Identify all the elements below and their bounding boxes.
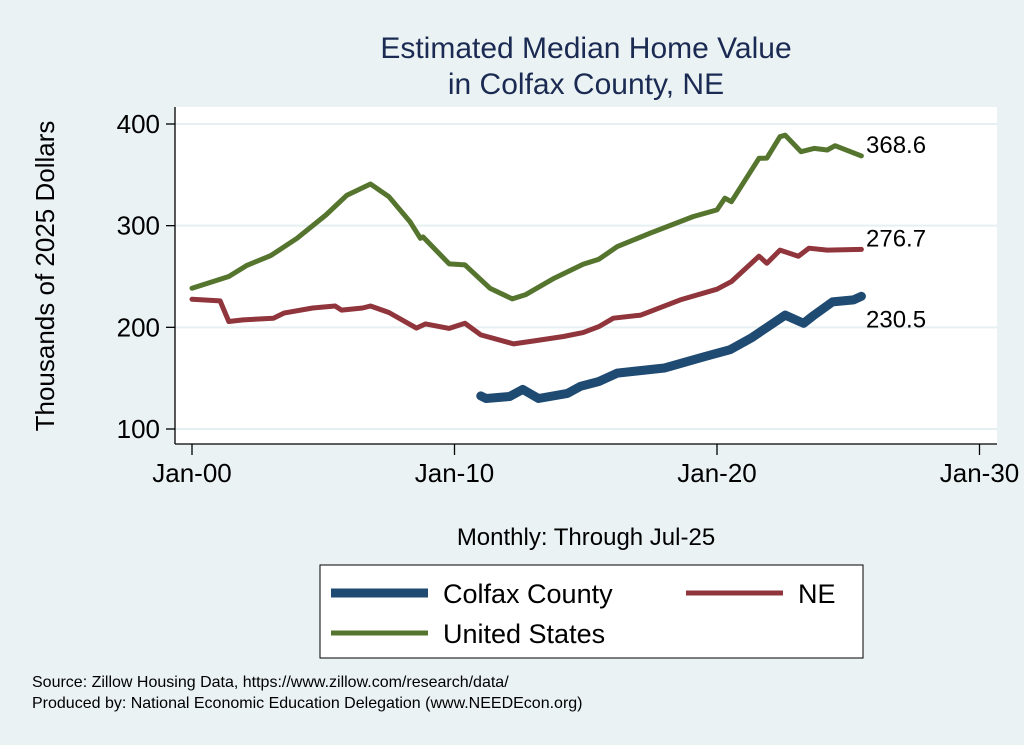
y-tick-label: 300 bbox=[117, 211, 160, 241]
legend-label: Colfax County bbox=[443, 579, 613, 609]
source-note: Source: Zillow Housing Data, https://www… bbox=[32, 674, 509, 691]
y-tick-label: 400 bbox=[117, 109, 160, 139]
series-line-ne bbox=[189, 245, 864, 347]
x-axis-label: Monthly: Through Jul-25 bbox=[457, 524, 715, 551]
x-tick-label: Jan-20 bbox=[677, 458, 757, 488]
y-axis-label: Thousands of 2025 Dollars bbox=[30, 121, 60, 432]
x-tick-label: Jan-00 bbox=[152, 458, 232, 488]
chart-title-line-2: in Colfax County, NE bbox=[448, 68, 724, 101]
chart-title-line-1: Estimated Median Home Value bbox=[380, 32, 791, 65]
series-line-united-states bbox=[189, 132, 864, 302]
x-tick-label: Jan-10 bbox=[415, 458, 495, 488]
end-value-label: 230.5 bbox=[866, 306, 926, 333]
y-tick-label: 200 bbox=[117, 312, 160, 342]
x-tick-label: Jan-30 bbox=[940, 458, 1020, 488]
y-tick-label: 100 bbox=[117, 414, 160, 444]
produced-by-note: Produced by: National Economic Education… bbox=[32, 695, 583, 712]
end-value-label: 368.6 bbox=[866, 132, 926, 159]
end-value-label: 276.7 bbox=[866, 225, 926, 252]
legend-box bbox=[319, 564, 864, 659]
legend-label: NE bbox=[798, 579, 836, 609]
legend-label: United States bbox=[443, 619, 605, 649]
series-line-colfax-county bbox=[476, 291, 866, 403]
